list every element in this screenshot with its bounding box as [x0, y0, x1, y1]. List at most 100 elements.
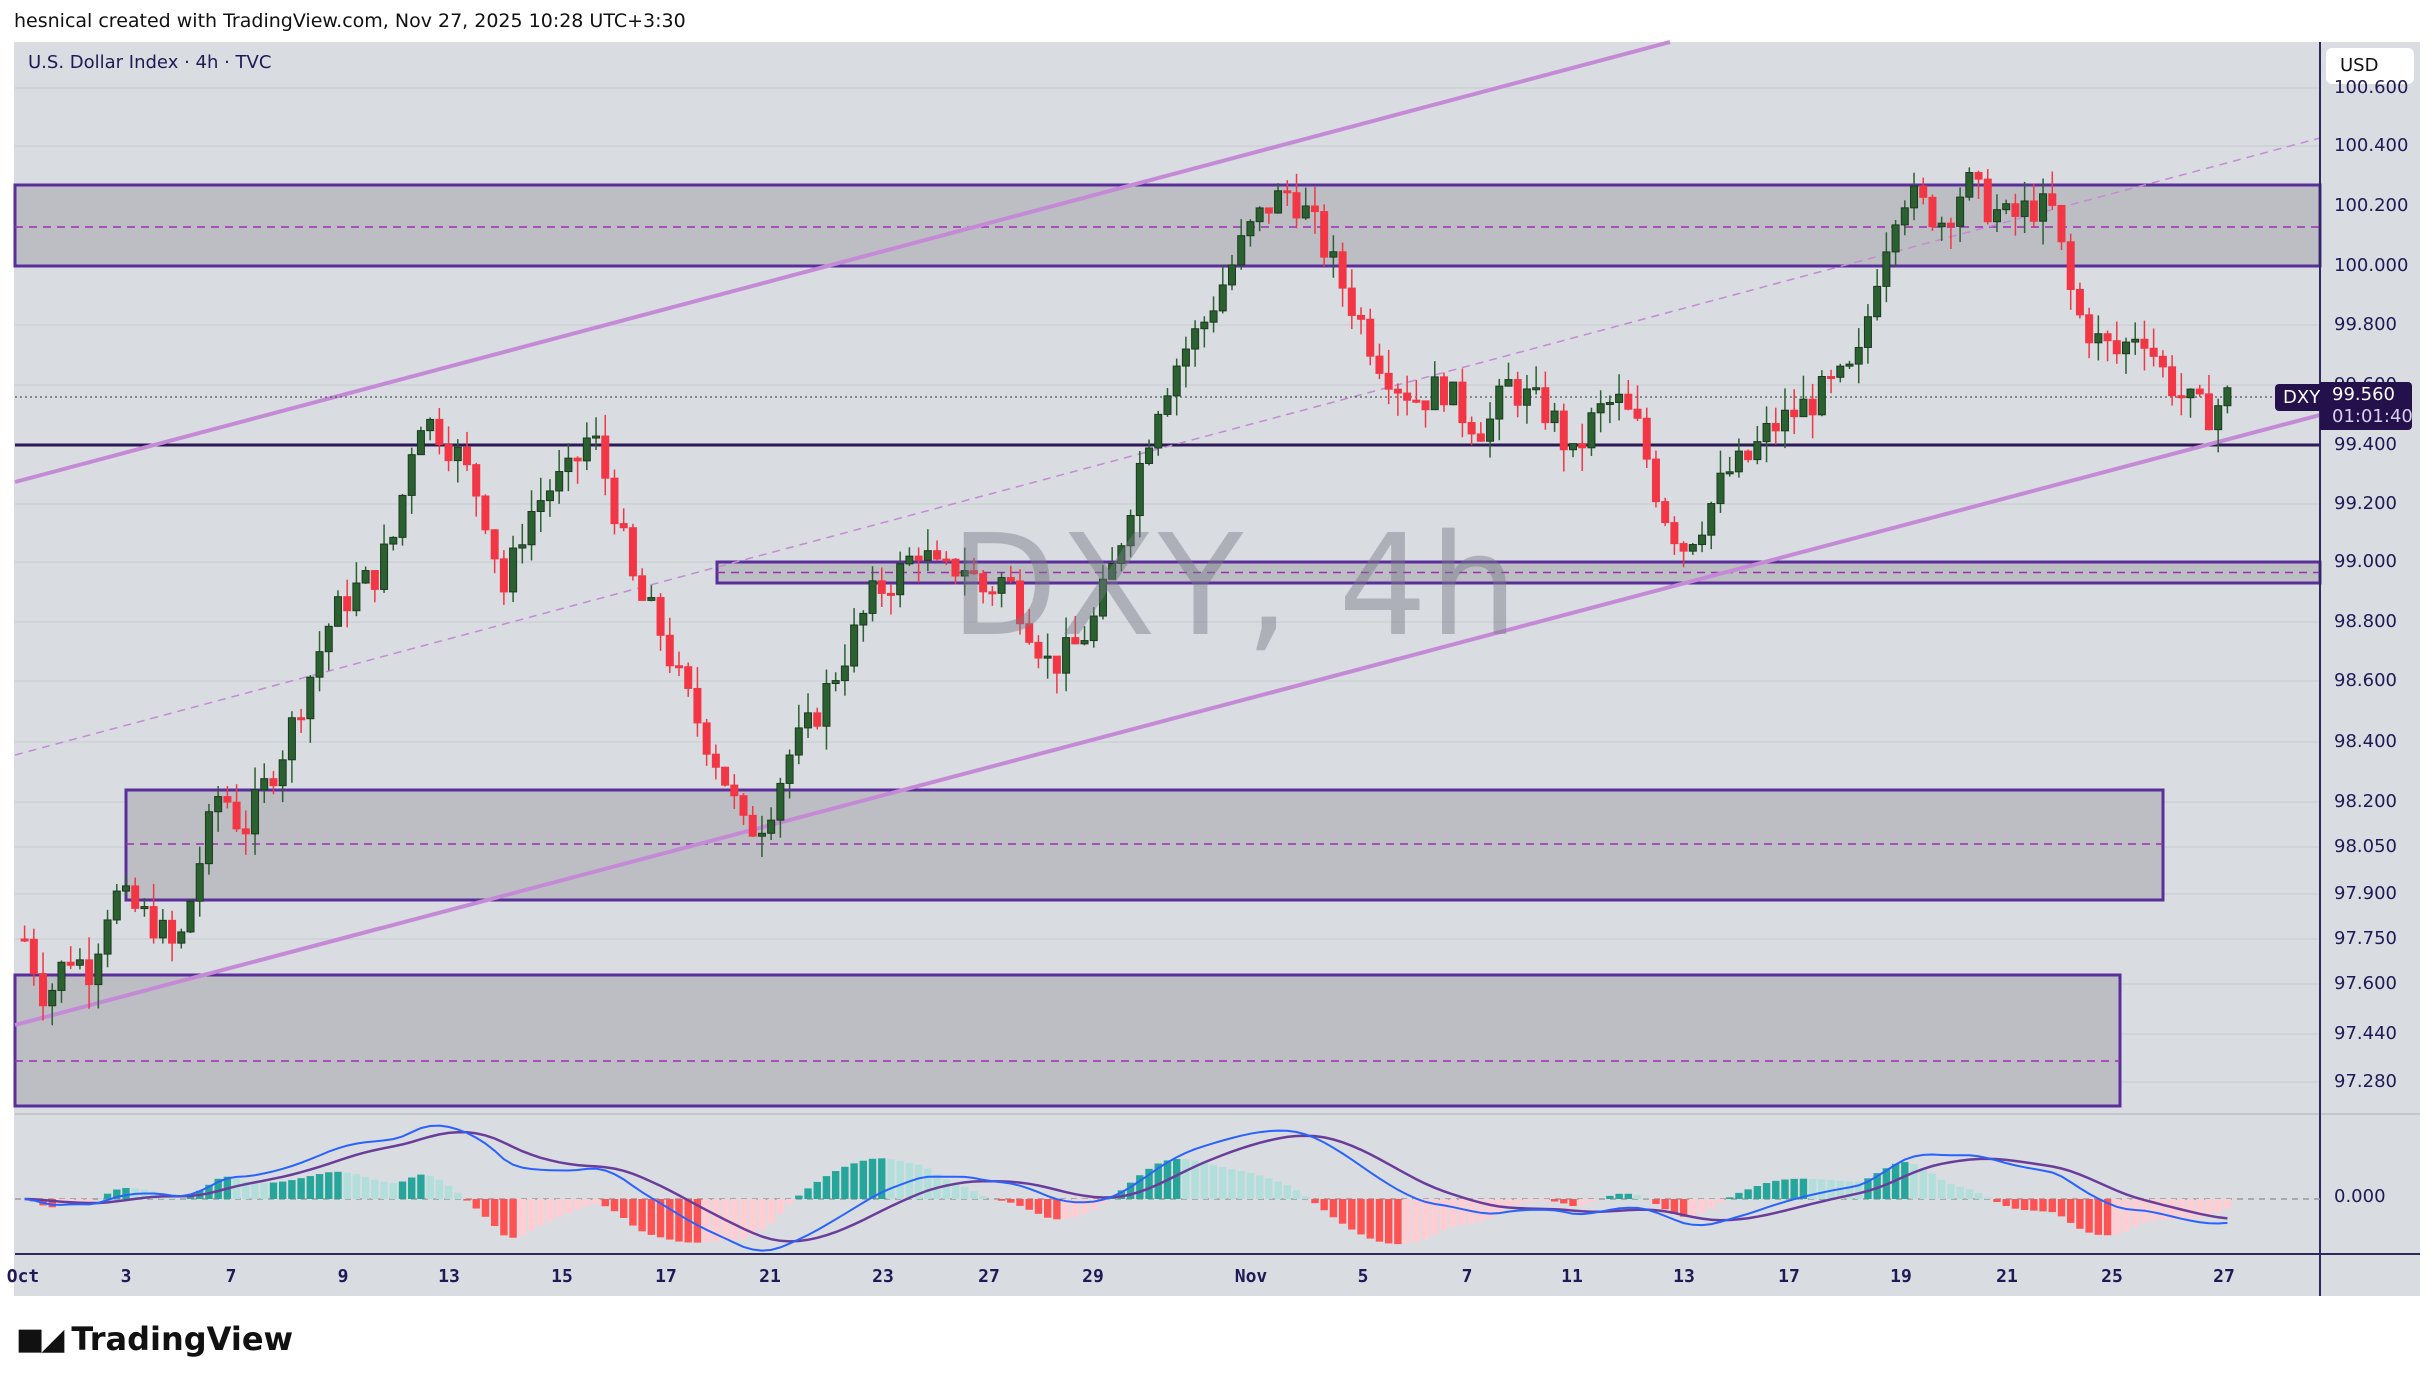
candle-body [1320, 211, 1329, 258]
tradingview-logo-icon: ■◢ [16, 1321, 64, 1357]
candle-body [1025, 623, 1034, 643]
candle-body [886, 592, 895, 596]
macd-histogram-bar [1606, 1195, 1614, 1199]
macd-histogram-bar [325, 1172, 333, 1199]
price-axis-label: 98.600 [2334, 670, 2397, 691]
candle-body [1900, 207, 1909, 226]
time-axis-label: 17 [1778, 1266, 1800, 1287]
candle-body [933, 550, 942, 560]
candle-body [2094, 333, 2103, 344]
currency-button[interactable]: USD [2326, 48, 2414, 84]
macd-histogram-bar [1919, 1168, 1927, 1199]
candle-body [453, 446, 462, 462]
candle-body [638, 575, 647, 601]
price-axis-label: 100.200 [2334, 195, 2409, 216]
candle-body [1679, 543, 1688, 552]
macd-histogram-bar [242, 1181, 250, 1199]
macd-histogram-bar [1698, 1199, 1706, 1214]
macd-histogram-bar [887, 1159, 895, 1199]
macd-histogram-bar [1394, 1199, 1402, 1245]
macd-histogram-bar [76, 1199, 84, 1203]
candle-body [1707, 503, 1716, 536]
candle-body [29, 938, 38, 975]
macd-histogram-bar [1292, 1190, 1301, 1199]
candle-body [490, 529, 499, 560]
candle-body [1827, 376, 1836, 380]
macd-histogram-bar [1173, 1159, 1181, 1199]
candle-body [1992, 209, 2001, 223]
candle-body [66, 961, 75, 966]
channel-mid-line [14, 137, 2321, 756]
macd-histogram-bar [1661, 1199, 1669, 1210]
price-axis-label: 97.440 [2334, 1023, 2397, 1044]
candle-body [1403, 392, 1412, 401]
candle-body [2131, 338, 2140, 343]
candle-body [1578, 443, 1587, 449]
macd-histogram-bar [1099, 1199, 1107, 1204]
macd-histogram-bar [1781, 1179, 1789, 1199]
candle-body [1541, 387, 1550, 424]
macd-histogram-bar [813, 1181, 821, 1199]
candle-body [1642, 417, 1651, 460]
macd-histogram-bar [647, 1199, 656, 1235]
candle-body [1790, 409, 1799, 418]
macd-histogram-bar [214, 1178, 222, 1199]
candle-body [619, 523, 628, 529]
candle-body [536, 500, 545, 513]
candle-body [1919, 185, 1928, 198]
candle-body [2177, 395, 2186, 399]
macd-histogram-bar [1016, 1199, 1024, 1206]
candle-body [979, 573, 988, 593]
macd-histogram-bar [2131, 1199, 2139, 1227]
macd-histogram-bar [666, 1199, 674, 1240]
macd-histogram-bar [168, 1197, 176, 1199]
candle-body [1651, 458, 1660, 503]
macd-histogram-bar [2030, 1199, 2038, 1211]
macd-histogram-bar [417, 1174, 425, 1199]
candle-body [509, 547, 518, 593]
candle-body [1329, 251, 1338, 258]
candle-body [914, 555, 923, 561]
macd-histogram-bar [1384, 1199, 1393, 1244]
macd-histogram-bar [288, 1180, 296, 1199]
macd-histogram-bar [878, 1158, 886, 1199]
tradingview-logo[interactable]: ■◢ TradingView [16, 1320, 293, 1358]
price-axis-label: 98.800 [2334, 611, 2397, 632]
candle-body [1430, 376, 1439, 411]
macd-histogram-bar [472, 1199, 480, 1209]
candle-body [2057, 204, 2066, 243]
candle-body [1928, 196, 1937, 228]
macd-histogram-bar [1302, 1196, 1310, 1199]
macd-histogram-bar [951, 1183, 960, 1199]
macd-histogram-bar [1126, 1182, 1135, 1199]
price-axis-label: 99.200 [2334, 493, 2397, 514]
candle-body [1089, 615, 1098, 642]
macd-histogram-bar [1947, 1184, 1955, 1199]
candle-body [804, 712, 813, 729]
candle-body [601, 435, 610, 479]
time-axis-label: 15 [551, 1266, 573, 1287]
chart-legend[interactable]: U.S. Dollar Index · 4h · TVC [28, 52, 272, 73]
candle-body [278, 759, 287, 787]
candle-body [1532, 387, 1541, 391]
candle-body [693, 687, 702, 724]
candle-body [1006, 577, 1015, 582]
candle-body [1983, 178, 1992, 223]
candle-body [748, 814, 757, 837]
macd-histogram-bar [2085, 1199, 2093, 1233]
candle-body [1375, 355, 1384, 374]
macd-histogram-bar [1043, 1199, 1052, 1218]
macd-histogram-bar [122, 1187, 130, 1199]
candle-body [1052, 655, 1061, 674]
macd-histogram-bar [1716, 1199, 1725, 1203]
macd-histogram-bar [1578, 1199, 1586, 1206]
time-axis-label: 21 [1996, 1266, 2018, 1287]
candle-body [1246, 221, 1255, 237]
channel-lower-line [14, 413, 2321, 1027]
macd-histogram-bar [675, 1199, 683, 1242]
macd-histogram-bar [343, 1172, 351, 1199]
macd-histogram-bar [1652, 1199, 1660, 1205]
macd-histogram-bar [1219, 1167, 1227, 1199]
macd-histogram-bar [739, 1199, 748, 1239]
